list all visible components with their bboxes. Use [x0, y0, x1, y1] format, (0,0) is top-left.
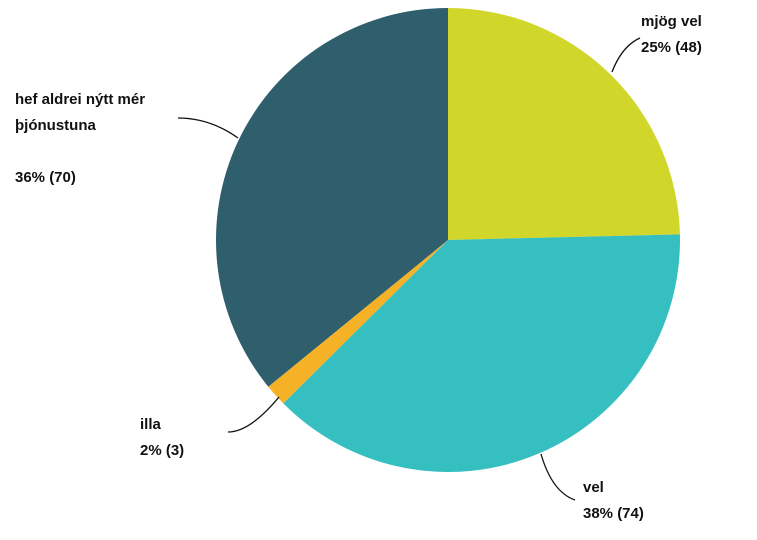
- leader-line: [540, 453, 576, 501]
- value-label: 2% (3): [140, 442, 185, 459]
- category-label: illa: [140, 416, 161, 433]
- category-label: mjög vel: [641, 13, 702, 30]
- pie-slice: [448, 8, 680, 240]
- leader-lines: [177, 37, 641, 501]
- value-label: 38% (74): [583, 505, 644, 522]
- pie-slice: [283, 234, 680, 473]
- slice-label: illa 2% (3): [140, 412, 240, 464]
- category-label: vel: [583, 479, 604, 496]
- pie: [216, 7, 680, 473]
- slice-label: mjög vel 25% (48): [641, 9, 757, 61]
- pie-slice: [268, 240, 448, 404]
- slice-label: hef aldrei nýtt mér þjónustuna 36% (70): [15, 87, 180, 191]
- leader-line: [611, 37, 641, 73]
- leader-line: [227, 396, 280, 433]
- category-label: hef aldrei nýtt mér þjónustuna: [15, 91, 146, 134]
- leader-line: [177, 117, 239, 139]
- pie-slice: [216, 7, 448, 387]
- value-label: 25% (48): [641, 39, 702, 56]
- slice-label: vel 38% (74): [583, 475, 703, 527]
- value-label: 36% (70): [15, 169, 76, 186]
